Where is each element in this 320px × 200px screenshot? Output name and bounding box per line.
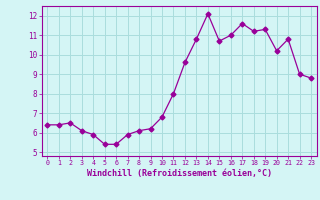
X-axis label: Windchill (Refroidissement éolien,°C): Windchill (Refroidissement éolien,°C) xyxy=(87,169,272,178)
